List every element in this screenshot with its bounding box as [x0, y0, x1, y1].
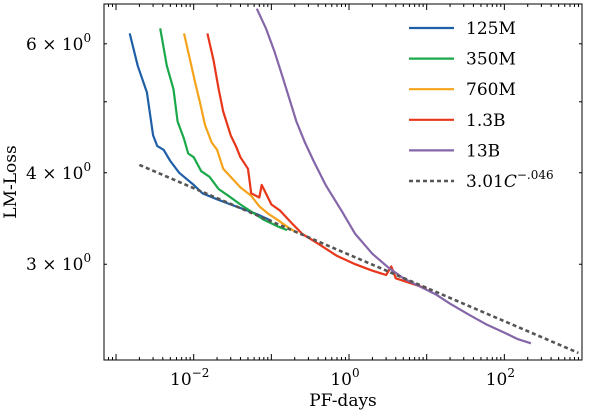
legend-label-1: 350M [466, 50, 516, 70]
series-line-5 [138, 163, 579, 355]
series-layer [128, 8, 579, 355]
legend-label-4: 13B [466, 141, 500, 161]
plot-frame [103, 3, 583, 361]
series-line-1 [159, 28, 288, 232]
x-tick-label: 100 [330, 366, 359, 390]
y-tick-label: 6 × 100 [26, 31, 91, 55]
x-tick-label: 10−2 [170, 366, 209, 390]
series-line-4 [255, 8, 532, 345]
y-tick-label: 3 × 100 [26, 251, 91, 275]
tick-layer: 10−2 100 102 3 × 100 4 × 100 6 × 100 [26, 4, 583, 390]
series-line-3 [206, 33, 428, 290]
x-axis-label: PF-days [309, 391, 377, 411]
legend-label-5: 3.01C−.046 [466, 168, 554, 192]
legend-label-3: 1.3B [466, 111, 506, 131]
x-tick-label: 102 [486, 366, 515, 390]
legend-label-0: 125M [466, 19, 516, 39]
series-line-2 [182, 33, 299, 234]
y-axis-label: LM-Loss [1, 145, 21, 218]
legend-label-2: 760M [466, 80, 516, 100]
legend: 125M 350M 760M 1.3B 13B 3.01C−.046 [409, 19, 554, 192]
y-tick-label: 4 × 100 [26, 160, 91, 184]
